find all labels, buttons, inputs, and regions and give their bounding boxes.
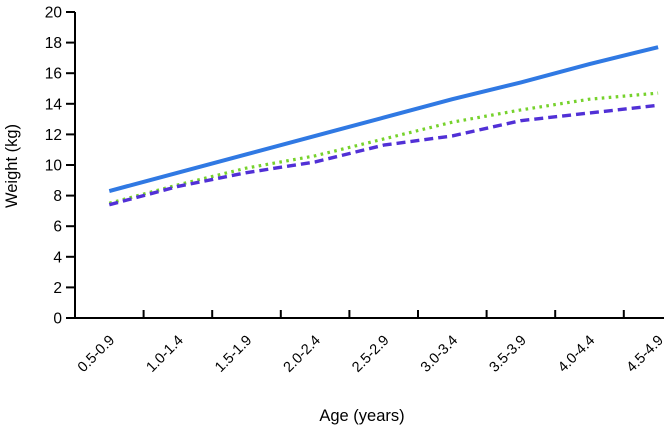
- green-dotted-line: [108, 91, 659, 205]
- purple-dashed-line: [108, 103, 659, 207]
- x-axis-title: Age (years): [319, 407, 404, 425]
- x-tick-label: 1.0-1.4: [143, 333, 186, 376]
- y-tick-label: 2: [53, 280, 62, 297]
- x-tick-label: 3.5-3.9: [486, 333, 529, 376]
- y-tick-label: 20: [45, 5, 63, 22]
- x-tick-label: 2.0-2.4: [281, 333, 324, 376]
- y-tick-label: 12: [45, 127, 62, 144]
- x-tick-label: 3.0-3.4: [418, 333, 461, 376]
- x-tick-label: 0.5-0.9: [75, 333, 118, 376]
- y-tick-label: 14: [45, 96, 63, 113]
- y-axis-title: Weight (kg): [3, 124, 21, 208]
- x-tick-label: 4.5-4.9: [624, 333, 664, 376]
- y-tick-label: 4: [53, 249, 62, 266]
- y-tick-label: 16: [45, 66, 62, 83]
- x-tick-label: 1.5-1.9: [212, 333, 255, 376]
- y-tick-label: 0: [53, 311, 62, 328]
- plot-area: 0 2 4 6 8 10 12 14 16 18 20 0.5-0.9 1.0-1.4 1.5-1.9 2.…: [45, 5, 664, 376]
- x-tick-label: 2.5-2.9: [349, 333, 392, 376]
- x-tick-label: 4.0-4.4: [555, 333, 598, 376]
- y-tick-label: 10: [45, 158, 63, 175]
- blue-solid-line: [108, 45, 659, 193]
- y-tick-label: 8: [53, 188, 62, 205]
- y-tick-label: 18: [45, 35, 62, 52]
- y-tick-label: 6: [53, 219, 62, 236]
